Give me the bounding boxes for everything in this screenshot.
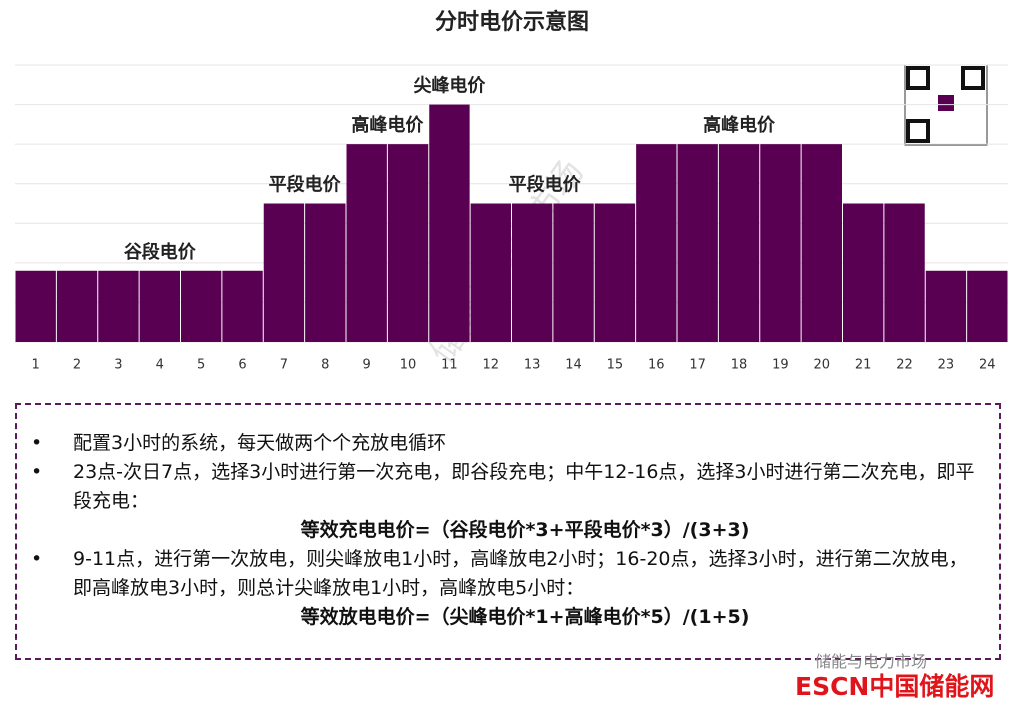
- x-tick-label: 9: [363, 358, 371, 373]
- footer-logo: ESCN中国储能网: [795, 672, 995, 701]
- bar: [760, 144, 801, 342]
- annotation: 平段电价: [509, 174, 582, 196]
- x-tick-label: 14: [565, 358, 582, 373]
- formula: 等效充电电价=（谷段电价*3+平段电价*3）/(3+3): [300, 519, 750, 541]
- bar: [801, 144, 842, 342]
- x-tick-label: 13: [524, 358, 541, 373]
- bar: [677, 144, 718, 342]
- x-tick-label: 19: [772, 358, 789, 373]
- x-tick-label: 6: [238, 358, 246, 373]
- x-tick-label: 16: [648, 358, 665, 373]
- chart-title: 分时电价示意图: [435, 9, 589, 35]
- bar: [843, 203, 884, 342]
- x-tick-label: 15: [607, 358, 624, 373]
- x-tick-label: 11: [441, 358, 458, 373]
- bar: [553, 203, 594, 342]
- bar: [387, 144, 429, 342]
- annotation: 高峰电价: [703, 114, 776, 136]
- bullet: 配置3小时的系统，每天做两个个充放电循环: [31, 429, 979, 458]
- bar: [512, 203, 553, 342]
- bar: [884, 203, 925, 342]
- bar: [925, 270, 967, 342]
- bar: [718, 144, 760, 342]
- bar: [429, 104, 470, 342]
- x-tick-label: 4: [156, 358, 164, 373]
- x-tick-label: 2: [73, 358, 81, 373]
- bar: [305, 203, 346, 342]
- annotation: 高峰电价: [351, 114, 424, 136]
- bar: [181, 270, 222, 342]
- bar: [967, 270, 1008, 342]
- x-tick-label: 5: [197, 358, 205, 373]
- x-tick-label: 1: [32, 358, 40, 373]
- bar: [139, 270, 180, 342]
- formula: 等效放电电价=（尖峰电价*1+高峰电价*5）/(1+5): [300, 606, 750, 628]
- bar: [222, 270, 263, 342]
- x-tick-label: 3: [114, 358, 122, 373]
- x-tick-label: 24: [979, 358, 996, 373]
- bar: [263, 203, 305, 342]
- wechat-mark: 储能与电力市场: [815, 652, 928, 671]
- annotation: 谷段电价: [124, 241, 197, 263]
- bar: [636, 144, 677, 342]
- x-tick-label: 21: [855, 358, 872, 373]
- x-tick-label: 7: [280, 358, 288, 373]
- x-tick-label: 12: [483, 358, 500, 373]
- bullet: 23点-次日7点，选择3小时进行第一次充电，即谷段充电；中午12-16点，选择3…: [31, 458, 979, 516]
- x-tick-label: 18: [731, 358, 748, 373]
- bar: [470, 203, 511, 342]
- bullet: 9-11点，进行第一次放电，则尖峰放电1小时，高峰放电2小时；16-20点，选择…: [31, 545, 979, 603]
- x-tick-label: 20: [814, 358, 831, 373]
- bar: [594, 203, 636, 342]
- x-tick-label: 22: [896, 358, 913, 373]
- bar: [15, 270, 56, 342]
- bar: [56, 270, 98, 342]
- notes-box: 配置3小时的系统，每天做两个个充放电循环 23点-次日7点，选择3小时进行第一次…: [15, 403, 1001, 660]
- annotation: 平段电价: [269, 174, 342, 196]
- bar: [98, 270, 139, 342]
- x-tick-label: 10: [400, 358, 417, 373]
- x-tick-label: 8: [321, 358, 329, 373]
- bar: [346, 144, 387, 342]
- x-tick-label: 23: [938, 358, 955, 373]
- x-tick-label: 17: [689, 358, 706, 373]
- annotation: 尖峰电价: [413, 75, 486, 97]
